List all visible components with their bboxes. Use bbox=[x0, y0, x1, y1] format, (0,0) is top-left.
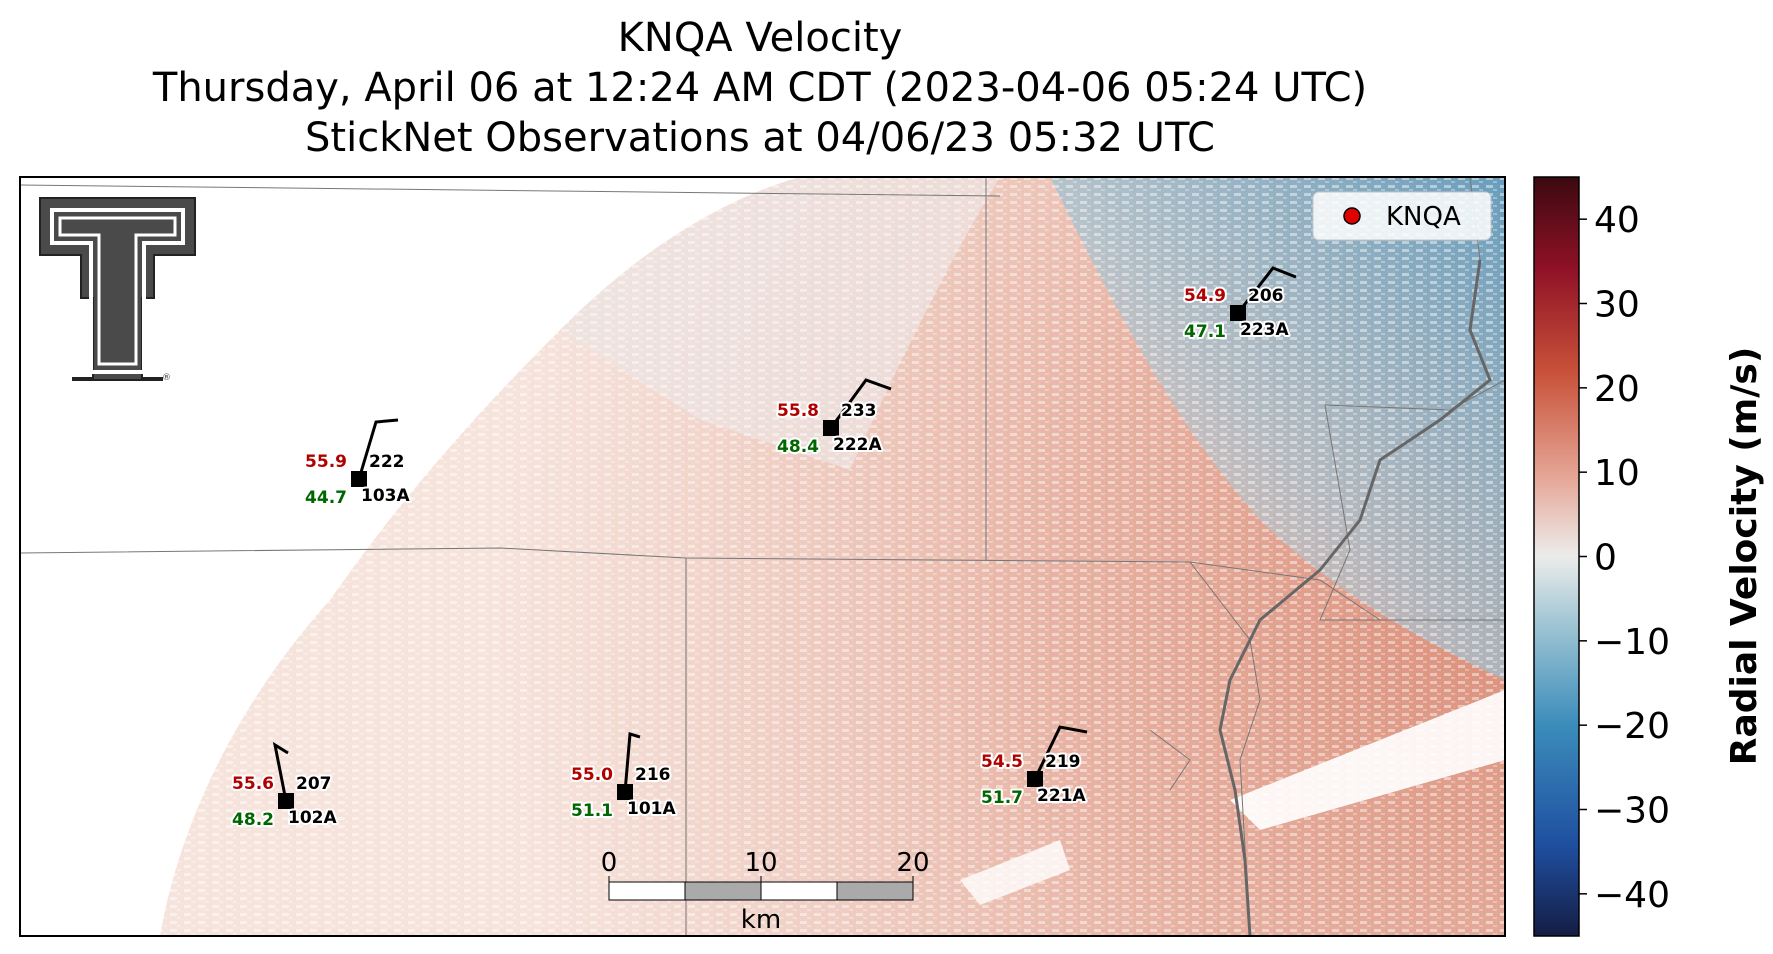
colorbar-label: Radial Velocity (m/s) bbox=[1724, 347, 1765, 766]
map-subtitle-obs: StickNet Observations at 04/06/23 05:32 … bbox=[305, 115, 1215, 161]
station-id: 207 bbox=[296, 774, 332, 794]
colorbar-tick-label: 30 bbox=[1594, 285, 1640, 326]
svg-text:®: ® bbox=[162, 373, 171, 383]
station-probe-id: 103A bbox=[361, 486, 410, 506]
wind-barb bbox=[829, 378, 892, 429]
station-marker bbox=[617, 784, 633, 800]
station-temperature: 55.0 bbox=[571, 765, 613, 785]
station-id: 206 bbox=[1248, 286, 1284, 306]
station-plot-233[interactable]: 55.8 233 48.4 222A bbox=[775, 378, 892, 459]
highway-line bbox=[1218, 259, 1492, 936]
scale-tick-20: 20 bbox=[896, 848, 929, 878]
station-dewpoint: 51.1 bbox=[571, 801, 613, 821]
station-probe-id: 102A bbox=[288, 808, 337, 828]
station-marker bbox=[278, 793, 294, 809]
wind-barb bbox=[357, 418, 399, 480]
wind-barb bbox=[1033, 725, 1088, 780]
county-boundaries bbox=[20, 177, 1505, 936]
scale-bar: 0 10 20 km bbox=[601, 848, 930, 935]
station-dewpoint: 48.4 bbox=[777, 437, 819, 457]
map-title: KNQA Velocity bbox=[617, 15, 903, 61]
knqa-legend-label: KNQA bbox=[1386, 202, 1461, 232]
station-temperature: 55.8 bbox=[777, 401, 819, 421]
station-marker bbox=[1230, 305, 1246, 321]
scale-tick-10: 10 bbox=[744, 848, 777, 878]
colorbar-tick-label: 20 bbox=[1594, 369, 1640, 410]
station-plot-206[interactable]: 54.9 206 47.1 223A bbox=[1182, 266, 1297, 344]
map-frame bbox=[19, 176, 1506, 937]
station-temperature: 54.9 bbox=[1184, 286, 1226, 306]
knqa-legend-marker bbox=[1343, 207, 1361, 225]
station-id: 216 bbox=[635, 765, 671, 785]
station-probe-id: 223A bbox=[1240, 320, 1289, 340]
station-marker bbox=[1027, 771, 1043, 787]
station-temperature: 55.6 bbox=[232, 774, 274, 794]
map-panel[interactable] bbox=[20, 177, 1505, 936]
station-plot-219[interactable]: 54.5 219 51.7 221A bbox=[979, 725, 1088, 810]
map-legend: KNQA bbox=[1312, 191, 1492, 241]
station-id: 219 bbox=[1045, 752, 1081, 772]
station-temperature: 54.5 bbox=[981, 752, 1023, 772]
scale-unit: km bbox=[741, 905, 781, 935]
wind-barb bbox=[272, 741, 289, 802]
sticknet-stations: 55.9 222 44.7 103A 55.8 233 48.4 222A 54.9 206 47.… bbox=[230, 266, 1297, 832]
wind-barb bbox=[1236, 266, 1297, 314]
colorbar-tick-label: −10 bbox=[1594, 622, 1670, 663]
station-marker bbox=[823, 420, 839, 436]
station-probe-id: 222A bbox=[833, 435, 882, 455]
scale-tick-0: 0 bbox=[601, 848, 618, 878]
colorbar-tick-label: −40 bbox=[1594, 875, 1670, 916]
station-dewpoint: 51.7 bbox=[981, 788, 1023, 808]
station-dewpoint: 48.2 bbox=[232, 810, 274, 830]
wind-barb bbox=[623, 732, 641, 793]
colorbar-tick-label: −20 bbox=[1594, 706, 1670, 747]
station-id: 222 bbox=[369, 452, 405, 472]
station-marker bbox=[351, 471, 367, 487]
colorbar-tick-label: 0 bbox=[1594, 538, 1617, 579]
colorbar-tick-label: 40 bbox=[1594, 200, 1640, 241]
colorbar-tick-label: −30 bbox=[1594, 791, 1670, 832]
station-plot-222[interactable]: 55.9 222 44.7 103A bbox=[303, 418, 412, 510]
station-probe-id: 221A bbox=[1037, 786, 1086, 806]
station-plot-216[interactable]: 55.0 216 51.1 101A bbox=[569, 732, 678, 823]
texas-tech-double-t-logo: ® bbox=[39, 197, 196, 383]
colorbar-tick-label: 10 bbox=[1594, 453, 1640, 494]
station-temperature: 55.9 bbox=[305, 452, 347, 472]
station-plot-207[interactable]: 55.6 207 48.2 102A bbox=[230, 741, 339, 832]
station-dewpoint: 47.1 bbox=[1184, 322, 1226, 342]
colorbar-gradient bbox=[1533, 176, 1580, 937]
station-probe-id: 101A bbox=[627, 799, 676, 819]
colorbar: 40 30 20 10 0 −10 −20 −30 −40 Radial Velocity (m… bbox=[1533, 176, 1765, 937]
station-dewpoint: 44.7 bbox=[305, 488, 347, 508]
map-subtitle-time: Thursday, April 06 at 12:24 AM CDT (2023… bbox=[152, 65, 1368, 111]
station-id: 233 bbox=[841, 401, 877, 421]
